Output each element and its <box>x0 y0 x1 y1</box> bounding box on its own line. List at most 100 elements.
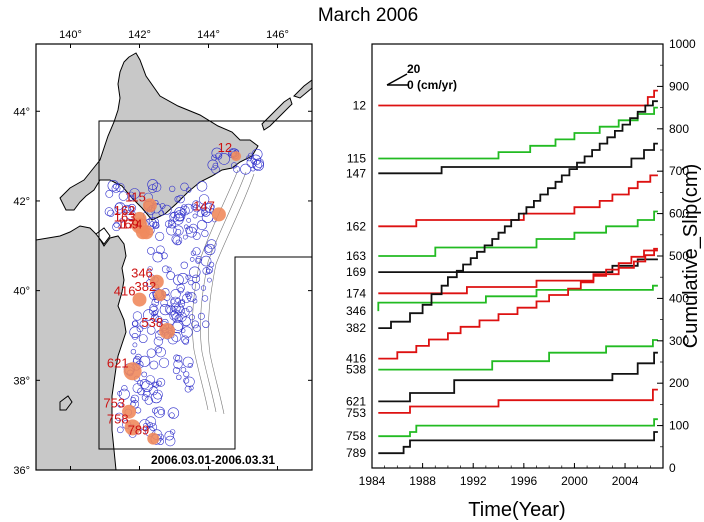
y-tick-label: 800 <box>669 122 689 136</box>
y-tick-label: 100 <box>669 419 689 433</box>
x-tick-label: 2000 <box>561 474 588 488</box>
y-tick-label: 1000 <box>669 37 696 51</box>
quake-circle <box>201 229 209 238</box>
quake-circle <box>161 265 170 274</box>
quake-circle <box>149 386 158 396</box>
quake-circle <box>147 247 155 255</box>
quake-circle <box>155 316 163 324</box>
quake-circle <box>118 388 130 400</box>
map-land <box>36 52 312 470</box>
y-tick-label: 600 <box>669 207 689 221</box>
site-label: 174 <box>121 216 143 231</box>
quake-circle <box>211 154 218 161</box>
series-line-621 <box>378 351 658 403</box>
quake-circle <box>122 204 131 214</box>
x-tick-label: 1984 <box>359 474 386 488</box>
series-label-169: 169 <box>346 265 366 279</box>
earthquake-circles <box>104 147 265 447</box>
y-tick-label: 200 <box>669 376 689 390</box>
quake-circle <box>169 185 176 192</box>
quake-circle <box>112 222 121 232</box>
quake-circle <box>153 381 160 388</box>
quake-circle <box>171 313 182 323</box>
site-label: 162 <box>114 203 136 218</box>
quake-circle <box>131 320 139 328</box>
quake-circle <box>151 298 160 307</box>
scale-arrow-bottom-label: 0 (cm/yr) <box>407 78 457 92</box>
quake-circle <box>167 407 180 419</box>
quake-circle <box>152 389 163 400</box>
quake-circle <box>117 402 124 408</box>
quake-circle <box>156 245 165 255</box>
quake-circle <box>185 226 193 234</box>
lat-tick-label: 40° <box>13 286 30 298</box>
land-kurile-1 <box>261 97 293 131</box>
land-hokkaido <box>59 52 259 221</box>
quake-circle <box>139 355 151 367</box>
quake-circle <box>153 406 165 418</box>
site-marker <box>124 419 141 436</box>
quake-circle <box>127 203 137 213</box>
x-tick-label: 2004 <box>612 474 639 488</box>
quake-circle <box>231 162 238 169</box>
quake-circle <box>148 184 157 194</box>
quake-circle <box>170 296 181 308</box>
quake-circle <box>121 385 128 392</box>
quake-circle <box>200 255 212 267</box>
quake-circle <box>186 306 193 313</box>
quake-circle <box>182 356 194 368</box>
quake-circle <box>153 336 164 346</box>
lon-tick-label: 140° <box>59 29 82 41</box>
y-tick-label: 900 <box>669 79 689 93</box>
quake-circle <box>197 219 208 231</box>
land-honshu <box>36 225 127 470</box>
series-label-753: 753 <box>346 406 366 420</box>
lat-tick-label: 42° <box>13 196 30 208</box>
series-line-753 <box>378 388 658 414</box>
figure-title: March 2006 <box>318 5 418 26</box>
quake-circle <box>107 209 115 217</box>
quake-circle <box>204 202 215 213</box>
quake-circle <box>174 207 186 219</box>
quake-circle <box>181 326 193 338</box>
series-line-538 <box>378 339 658 371</box>
quake-circle <box>197 312 205 320</box>
quake-circle <box>165 220 173 228</box>
series-label-163: 163 <box>346 249 366 263</box>
quake-circle <box>168 218 175 225</box>
quake-circle <box>117 390 122 396</box>
series-line-174 <box>378 247 658 295</box>
chart-axes: 1984 1988 1992 1996 2000 2004 0 100 200 300 400 500… <box>359 37 696 488</box>
site-label: 758 <box>107 411 129 426</box>
quake-circle <box>166 271 175 280</box>
quake-circle <box>202 320 210 328</box>
quake-circle <box>189 266 201 278</box>
series-line-12 <box>378 89 658 107</box>
quake-circle <box>146 325 156 335</box>
series-label-789: 789 <box>346 446 366 460</box>
quake-circle <box>152 222 160 229</box>
quake-circle <box>218 153 230 165</box>
quake-circle <box>172 235 183 246</box>
x-tick-label: 1996 <box>510 474 537 488</box>
lon-tick-label: 146° <box>266 29 289 41</box>
quake-circle <box>175 228 182 235</box>
site-marker <box>122 404 137 419</box>
quake-circle <box>173 225 184 236</box>
quake-circle <box>151 381 157 387</box>
quake-circle <box>114 412 124 422</box>
quake-circle <box>181 204 187 210</box>
site-label: 753 <box>103 396 125 411</box>
quake-circle <box>184 376 195 387</box>
quake-circle <box>150 392 162 404</box>
quake-circle <box>192 200 200 208</box>
quake-circle <box>113 221 120 228</box>
quake-circle <box>190 250 196 256</box>
quake-circle <box>158 409 165 416</box>
series-label-416: 416 <box>346 352 366 366</box>
quake-circle <box>233 165 241 173</box>
site-label: 789 <box>128 423 150 438</box>
quake-circle <box>149 221 155 227</box>
series-line-115 <box>378 106 658 160</box>
